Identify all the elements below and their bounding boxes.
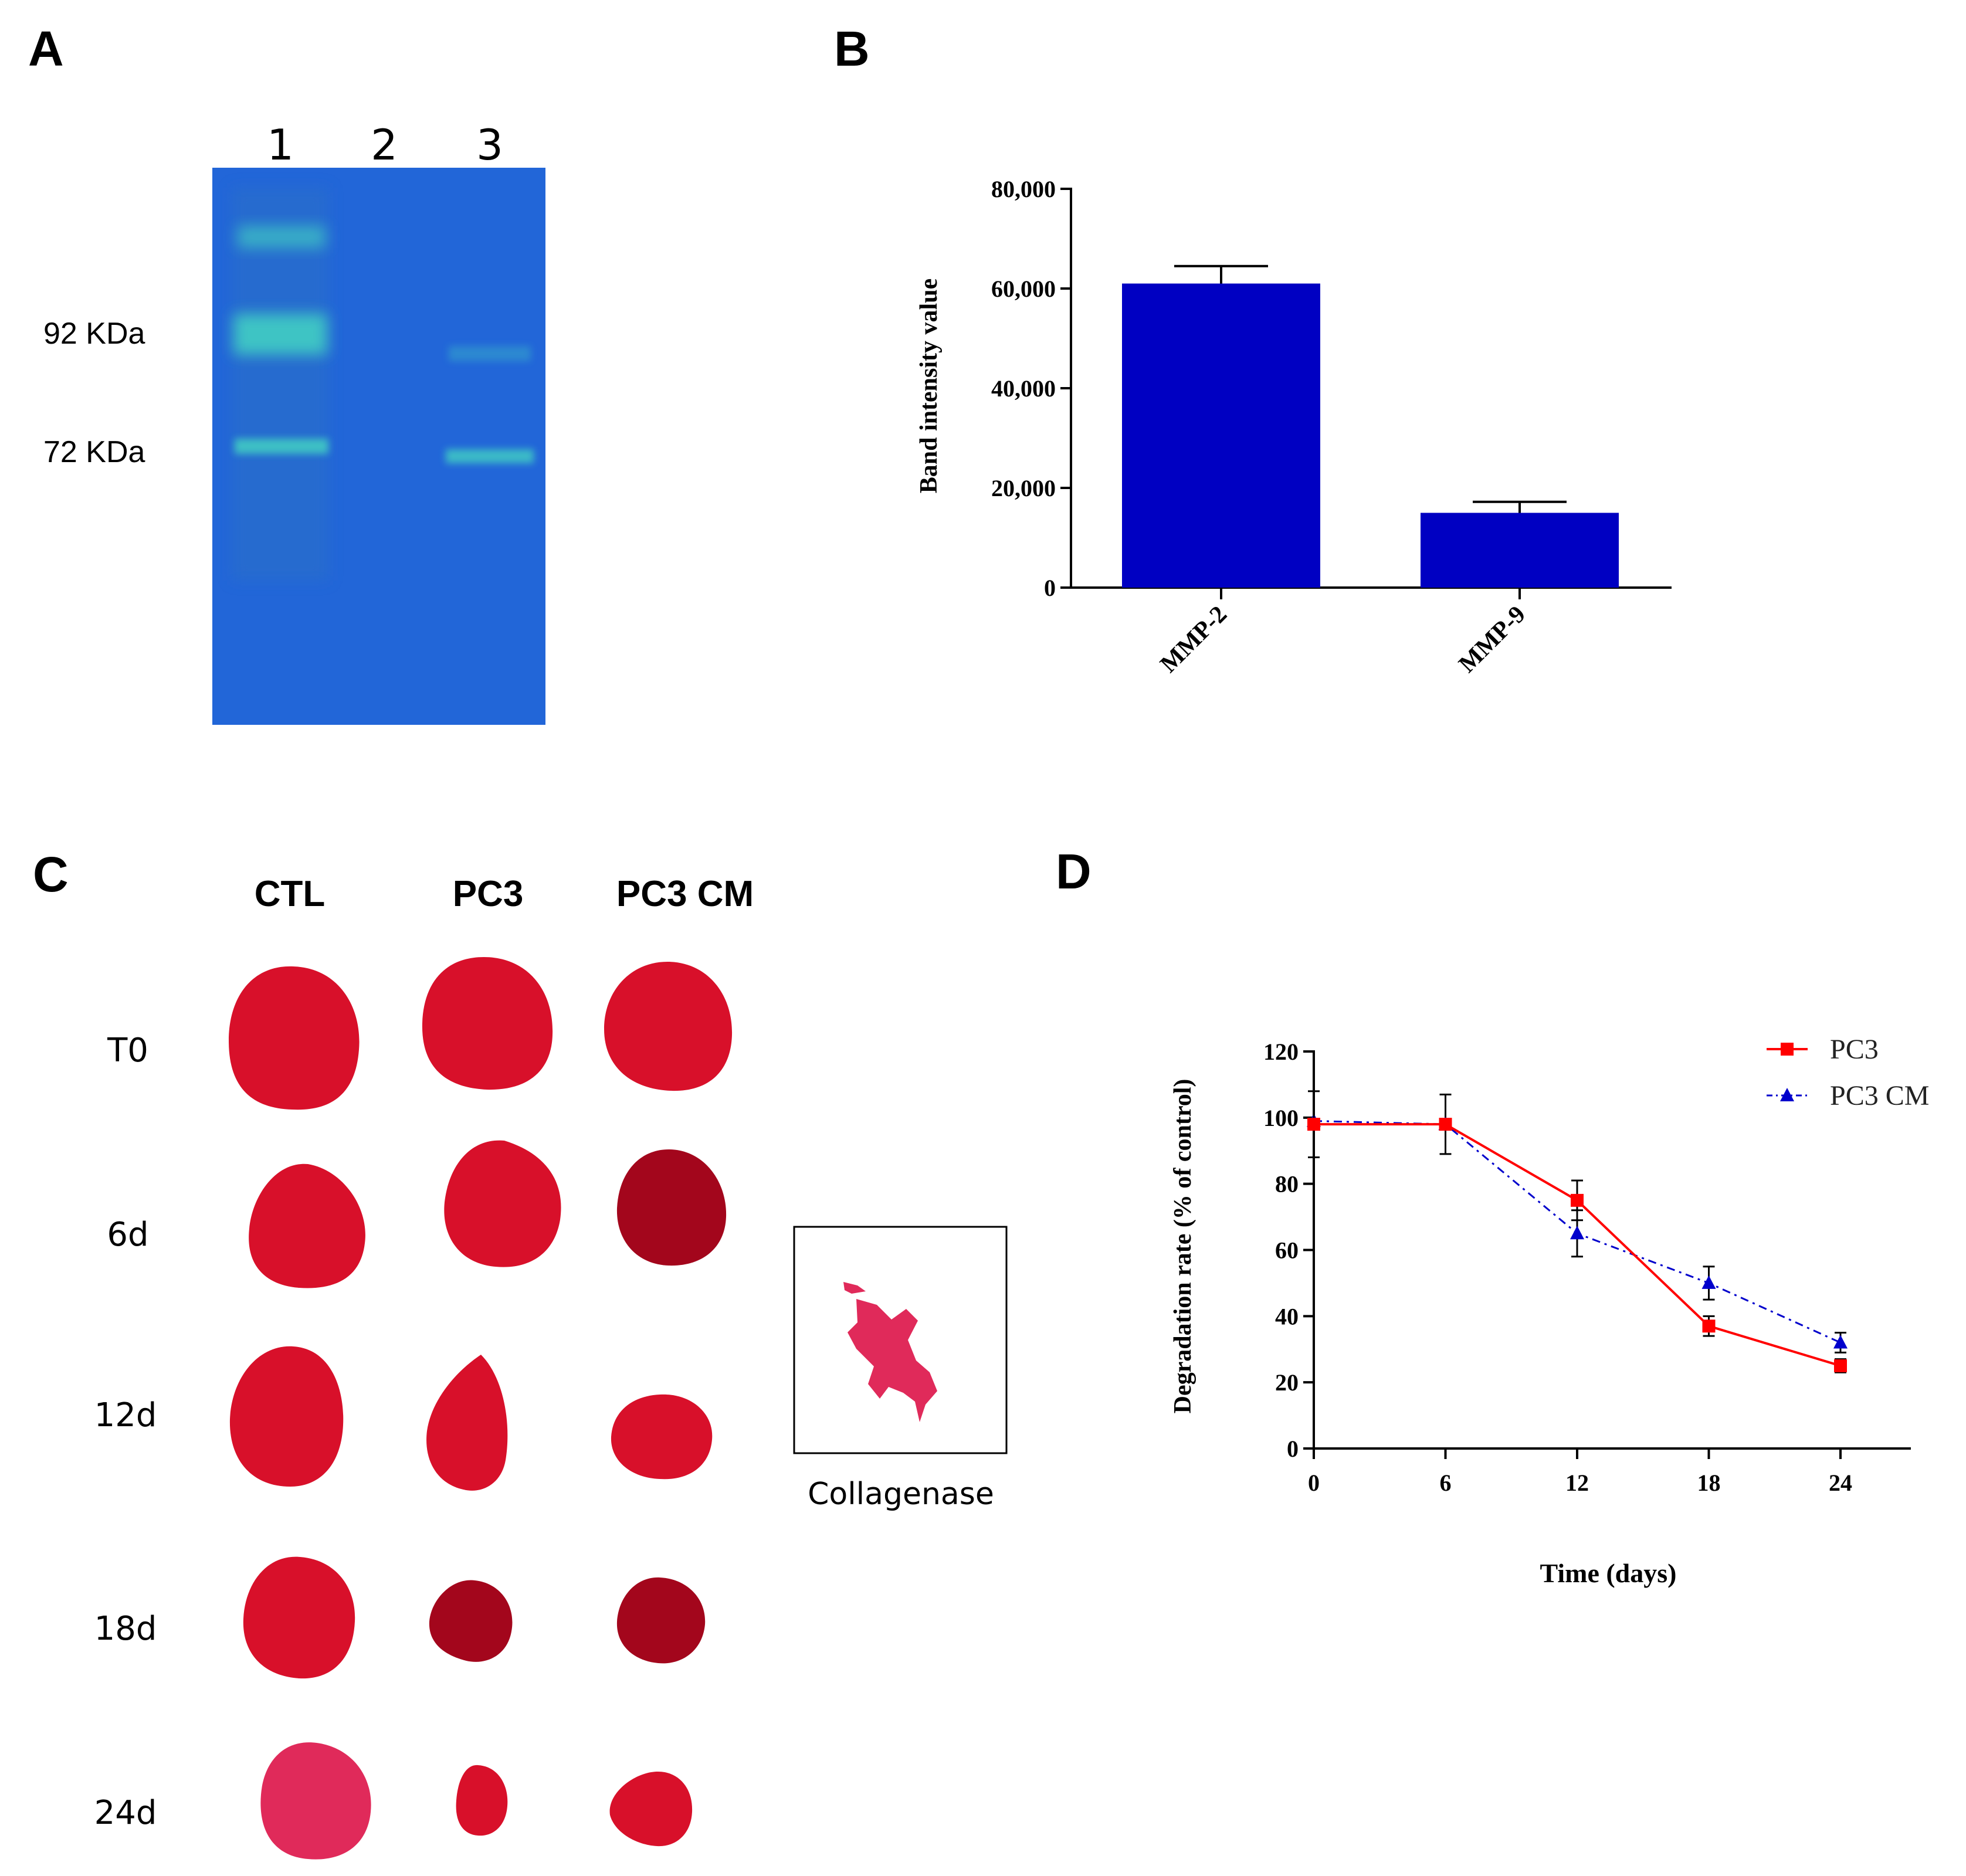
- chart-d-point-pc3: [1834, 1359, 1847, 1372]
- collagenase-fragment-main: [848, 1299, 937, 1422]
- gel-band-lane3-92kda: [449, 346, 531, 361]
- chart-b-ytick-label: 0: [1044, 575, 1056, 601]
- gel-marker-72kda: 72 KDa: [43, 435, 145, 469]
- scaffold-ctl-24d: [260, 1742, 371, 1860]
- scaffold-pc3-6d: [444, 1140, 561, 1267]
- scaffold-pc3-24d: [456, 1765, 508, 1836]
- chart-d-ytick-label: 40: [1275, 1303, 1299, 1329]
- chart-d-ylabel: Degradation rate (% of control): [1170, 1079, 1196, 1414]
- panel-label-a: A: [28, 21, 64, 76]
- scaffold-ctl-18d: [243, 1556, 355, 1679]
- scaffold-col-ctl: CTL: [255, 874, 326, 914]
- scaffold-row-t0: T0: [107, 1032, 148, 1070]
- scaffold-row-24d: 24d: [94, 1794, 157, 1832]
- gel-lane-label-3: 3: [476, 120, 503, 169]
- chart-d-xtick-label: 6: [1440, 1470, 1452, 1496]
- scaffold-pc3cm-18d: [616, 1577, 706, 1664]
- chart-d-ytick-label: 100: [1263, 1105, 1299, 1131]
- zymography-gel-panel: 1 2 3 92 KDa 72 KDa: [43, 120, 545, 725]
- chart-b-ytick-label: 60,000: [991, 276, 1056, 302]
- chart-d-point-pc3: [1702, 1319, 1716, 1333]
- scaffold-row-18d: 18d: [94, 1610, 157, 1648]
- chart-d-ytick-label: 0: [1287, 1436, 1299, 1462]
- chart-d-ytick-label: 80: [1275, 1171, 1299, 1197]
- scaffold-pc3cm-t0: [604, 962, 733, 1091]
- gel-band-lane1-92kda: [233, 314, 327, 355]
- gel-lane-1-smear: [232, 188, 328, 581]
- chart-d-xtick-label: 12: [1565, 1470, 1589, 1496]
- scaffold-pc3cm-12d: [611, 1394, 713, 1480]
- panel-label-b: B: [834, 21, 870, 76]
- scaffold-pc3cm-24d: [609, 1771, 693, 1847]
- chart-d-ytick-label: 20: [1275, 1369, 1299, 1396]
- chart-d-point-pc3-cm: [1570, 1226, 1584, 1240]
- chart-d-point-pc3: [1307, 1118, 1320, 1131]
- bar-chart-b: Band intensity value 0 20,000 40,000 60,000…: [916, 176, 1672, 678]
- scaffold-photo-grid: CTL PC3 PC3 CM T0 6d 12d 18d 24d Collage…: [94, 874, 1008, 1860]
- scaffold-pc3-18d: [429, 1580, 513, 1662]
- chart-b-bar-mmp-9: [1421, 513, 1619, 588]
- chart-d-xtick-label: 0: [1308, 1470, 1320, 1496]
- chart-d-ytick-label: 120: [1263, 1039, 1299, 1065]
- scaffold-col-pc3: PC3: [453, 874, 524, 914]
- scaffold-ctl-t0: [229, 966, 360, 1110]
- legend-marker: [1781, 1043, 1794, 1056]
- gel-lane-label-2: 2: [371, 120, 398, 169]
- scaffold-pc3-t0: [422, 957, 553, 1090]
- chart-b-ylabel: Band intensity value: [916, 279, 943, 493]
- chart-d-xlabel: Time (days): [1540, 1558, 1677, 1588]
- scaffold-row-6d: 6d: [107, 1216, 148, 1254]
- chart-b-xtick-label: MMP-9: [1454, 601, 1531, 678]
- chart-b-bar-mmp-2: [1122, 283, 1320, 588]
- panel-label-c: C: [33, 847, 69, 902]
- chart-b-ytick-label: 20,000: [991, 475, 1056, 501]
- gel-lane-label-1: 1: [267, 120, 294, 169]
- chart-b-ytick-label: 80,000: [991, 176, 1056, 202]
- chart-b-ytick-label: 40,000: [991, 375, 1056, 402]
- gel-band-lane3-72kda: [446, 449, 534, 463]
- scaffold-ctl-12d: [229, 1346, 344, 1487]
- legend-label-pc3-cm: PC3 CM: [1830, 1080, 1929, 1111]
- line-chart-d: Degradation rate (% of control) Time (da…: [1170, 1034, 1929, 1588]
- chart-d-ytick-label: 60: [1275, 1237, 1299, 1264]
- scaffold-col-pc3cm: PC3 CM: [616, 874, 754, 914]
- legend-marker: [1780, 1088, 1794, 1101]
- scaffold-pc3-12d: [426, 1355, 508, 1491]
- scaffold-pc3cm-6d: [616, 1149, 727, 1266]
- chart-d-point-pc3: [1571, 1193, 1584, 1207]
- collagenase-label: Collagenase: [808, 1477, 994, 1512]
- gel-marker-92kda: 92 KDa: [43, 317, 145, 351]
- chart-d-xtick-label: 18: [1697, 1470, 1721, 1496]
- gel-band-lane1-72kda: [235, 439, 328, 454]
- scaffold-row-12d: 12d: [94, 1396, 157, 1434]
- gel-band-lane1-top: [238, 226, 326, 248]
- chart-d-point-pc3-cm: [1833, 1335, 1848, 1349]
- chart-b-xtick-label: MMP-2: [1155, 601, 1232, 678]
- panel-label-d: D: [1056, 844, 1092, 899]
- chart-d-xtick-label: 24: [1829, 1470, 1852, 1496]
- scaffold-ctl-6d: [249, 1163, 365, 1288]
- legend-label-pc3: PC3: [1830, 1034, 1879, 1065]
- chart-d-point-pc3-cm: [1701, 1275, 1716, 1289]
- collagenase-fragment-small: [843, 1282, 866, 1294]
- chart-d-point-pc3: [1439, 1118, 1452, 1131]
